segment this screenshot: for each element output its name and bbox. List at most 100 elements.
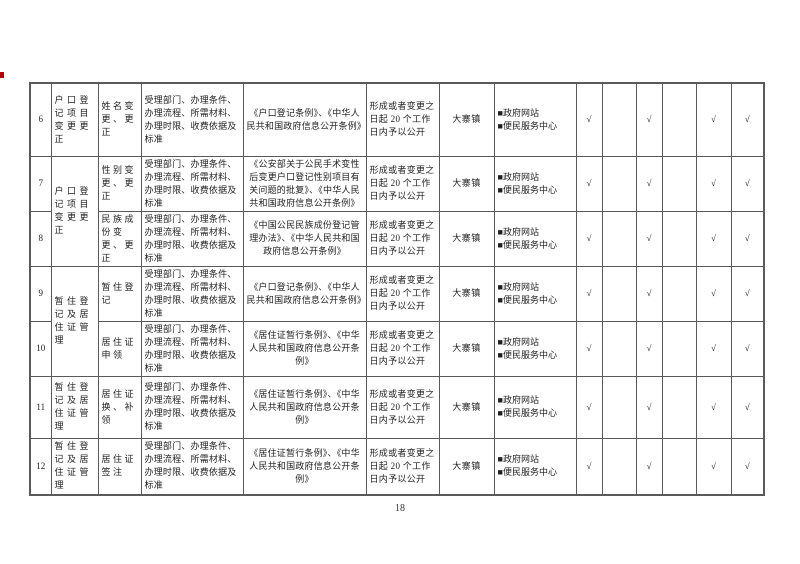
check-cell	[601, 210, 637, 267]
publish-time-cell: 形成或者变更之日起 20 个工作日内予以公开	[365, 82, 440, 157]
table-row: 7 户口登记项目变更更正 性别变更、更正 受理部门、办理条件、办理流程、所需材料…	[29, 155, 765, 267]
legal-basis-cell: 《户口登记条例》、《中华人民共和国政府信息公开条例》	[242, 82, 367, 157]
check-cell: √	[635, 320, 663, 377]
check-cell	[661, 375, 697, 439]
legal-basis-cell: 《居住证暂行条例》、《中华人民共和国政府信息公开条例》	[242, 320, 367, 377]
item-cell: 居住证签注	[97, 437, 142, 496]
category-cell: 暂住登记及居住证管理	[50, 265, 99, 377]
channel-label: 便民服务中心	[502, 120, 557, 131]
table-row: 9 暂住登记及居住证管理 暂住登记 受理部门、办理条件、办理流程、所需材料、办理…	[29, 265, 765, 377]
check-cell: √	[730, 155, 765, 212]
page-number: 18	[395, 503, 405, 514]
check-cell: √	[635, 210, 663, 267]
channel-label: 政府网站	[502, 107, 539, 118]
item-cell: 居住证申领	[97, 320, 142, 377]
item-cell: 民族成份变更、更正	[97, 210, 142, 267]
check-cell	[601, 82, 637, 157]
channel-label: 便民服务中心	[502, 349, 557, 360]
channels-cell: ■政府网站 ■便民服务中心	[493, 320, 577, 377]
check-cell: √	[575, 82, 603, 157]
check-cell	[661, 155, 697, 212]
process-cell: 受理部门、办理条件、办理流程、所需材料、办理时限、收费依据及标准	[140, 155, 244, 212]
row-number-cell: 10	[29, 320, 52, 377]
check-cell: √	[730, 320, 765, 377]
channels-cell: ■政府网站 ■便民服务中心	[493, 265, 577, 322]
row-number-cell: 6	[29, 82, 52, 157]
filled-square-icon: ■	[497, 184, 503, 195]
check-cell	[661, 437, 697, 496]
filled-square-icon: ■	[497, 454, 503, 465]
publish-time-cell: 形成或者变更之日起 20 个工作日内予以公开	[365, 320, 440, 377]
publish-time-cell: 形成或者变更之日起 20 个工作日内予以公开	[365, 210, 440, 267]
item-cell: 居住证换、补领	[97, 375, 142, 439]
check-cell: √	[575, 210, 603, 267]
table-row: 11 暂住登记及居住证管理 居住证换、补领 受理部门、办理条件、办理流程、所需材…	[29, 375, 765, 439]
check-cell: √	[635, 265, 663, 322]
channels-cell: ■政府网站 ■便民服务中心	[493, 437, 577, 496]
check-cell: √	[635, 155, 663, 212]
table-row: 12 暂住登记及居住证管理 居住证签注 受理部门、办理条件、办理流程、所需材料、…	[29, 437, 765, 496]
category-cell: 户口登记项目变更更正	[50, 155, 99, 267]
check-cell: √	[695, 437, 732, 496]
process-cell: 受理部门、办理条件、办理流程、所需材料、办理时限、收费依据及标准	[140, 265, 244, 322]
check-cell: √	[575, 155, 603, 212]
check-cell	[601, 375, 637, 439]
channel-label: 政府网站	[502, 281, 539, 292]
town-cell: 大寨镇	[438, 437, 495, 496]
filled-square-icon: ■	[497, 408, 503, 418]
check-cell: √	[575, 265, 603, 322]
process-cell: 受理部门、办理条件、办理流程、所需材料、办理时限、收费依据及标准	[140, 437, 244, 496]
town-cell: 大寨镇	[438, 210, 495, 267]
channel-label: 便民服务中心	[502, 184, 557, 195]
legal-basis-cell: 《居住证暂行条例》、《中华人民共和国政府信息公开条例》	[242, 375, 367, 439]
item-cell: 姓名变更、更正	[97, 82, 142, 157]
row-number-cell: 8	[29, 210, 52, 267]
channels-cell: ■政府网站 ■便民服务中心	[493, 155, 577, 212]
channel-label: 便民服务中心	[502, 408, 557, 418]
check-cell	[601, 265, 637, 322]
channel-label: 政府网站	[502, 171, 539, 182]
check-cell: √	[575, 320, 603, 377]
channel-label: 政府网站	[502, 226, 539, 237]
check-cell: √	[635, 375, 663, 439]
process-cell: 受理部门、办理条件、办理流程、所需材料、办理时限、收费依据及标准	[140, 210, 244, 267]
category-cell: 户口登记项目变更更正	[50, 82, 99, 157]
filled-square-icon: ■	[497, 107, 503, 118]
check-cell: √	[730, 210, 765, 267]
check-cell	[661, 210, 697, 267]
publish-time-cell: 形成或者变更之日起 20 个工作日内予以公开	[365, 155, 440, 212]
legal-basis-cell: 《中国公民民族成份登记管理办法》、《中华人民共和国政府信息公开条例》	[242, 210, 367, 267]
row-number-cell: 7	[29, 155, 52, 212]
check-cell	[601, 155, 637, 212]
check-cell	[661, 265, 697, 322]
disclosure-items-table: 6 户口登记项目变更更正 姓名变更、更正 受理部门、办理条件、办理流程、所需材料…	[29, 82, 765, 496]
check-cell: √	[730, 437, 765, 496]
channel-label: 便民服务中心	[502, 467, 557, 478]
check-cell: √	[635, 82, 663, 157]
channels-cell: ■政府网站 ■便民服务中心	[493, 375, 577, 439]
process-cell: 受理部门、办理条件、办理流程、所需材料、办理时限、收费依据及标准	[140, 320, 244, 377]
process-cell: 受理部门、办理条件、办理流程、所需材料、办理时限、收费依据及标准	[140, 82, 244, 157]
town-cell: 大寨镇	[438, 375, 495, 439]
category-cell: 暂住登记及居住证管理	[50, 375, 99, 439]
channel-label: 便民服务中心	[502, 294, 557, 305]
channel-label: 政府网站	[502, 454, 539, 465]
channel-label: 政府网站	[502, 336, 539, 347]
channel-label: 政府网站	[502, 395, 539, 405]
item-cell: 暂住登记	[97, 265, 142, 322]
filled-square-icon: ■	[497, 395, 503, 405]
check-cell: √	[695, 375, 732, 439]
town-cell: 大寨镇	[438, 320, 495, 377]
row-number-cell: 12	[29, 437, 52, 496]
row-number-cell: 9	[29, 265, 52, 322]
publish-time-cell: 形成或者变更之日起 20 个工作日内予以公开	[365, 375, 440, 439]
filled-square-icon: ■	[497, 281, 503, 292]
filled-square-icon: ■	[497, 349, 503, 360]
table-row: 8 民族成份变更、更正 受理部门、办理条件、办理流程、所需材料、办理时限、收费依…	[29, 210, 765, 267]
check-cell: √	[635, 437, 663, 496]
filled-square-icon: ■	[497, 120, 503, 131]
table-row: 10 居住证申领 受理部门、办理条件、办理流程、所需材料、办理时限、收费依据及标…	[29, 320, 765, 377]
filled-square-icon: ■	[497, 239, 503, 250]
check-cell: √	[695, 265, 732, 322]
